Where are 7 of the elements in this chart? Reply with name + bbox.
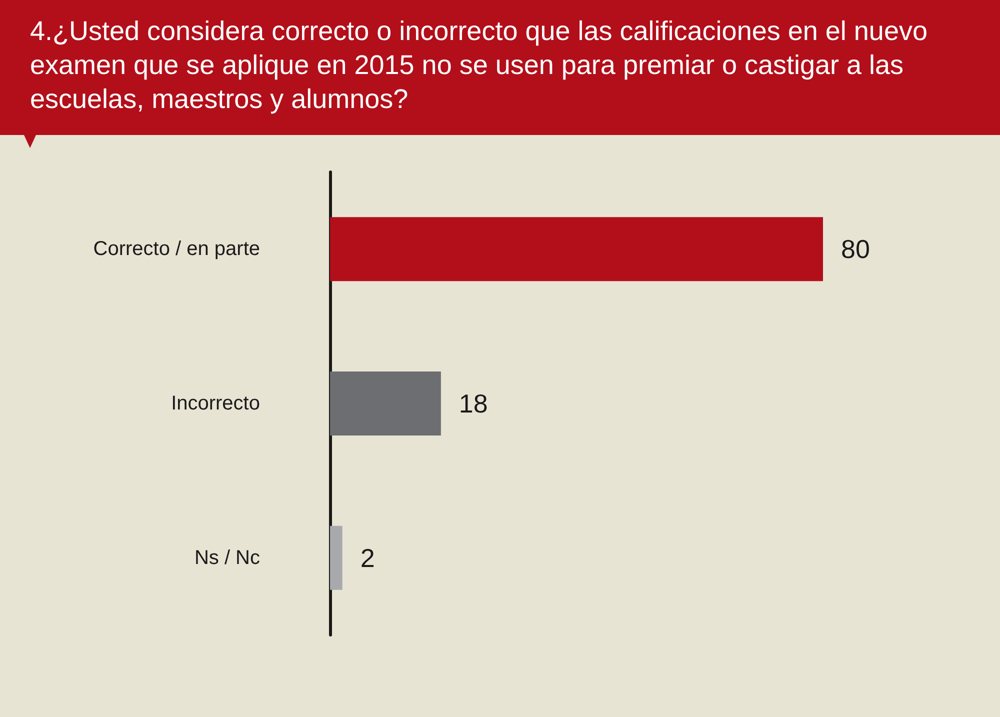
data-label: 2 [360, 542, 375, 573]
y-tick-label: Incorrecto [171, 392, 260, 414]
y-tick-label: Ns / Nc [194, 546, 260, 569]
data-label: 18 [458, 388, 488, 418]
data-label: 80 [841, 234, 870, 264]
y-tick-label: Correcto / en parte [93, 238, 260, 260]
chart-title: 4.¿Usted considera correcto o incorrecto que las calificaciones en el nuevo examen que se aplique en 2015 no se usen para premiar o castigar a las escuelas, maestros y alumnos? [0, 0, 1000, 135]
